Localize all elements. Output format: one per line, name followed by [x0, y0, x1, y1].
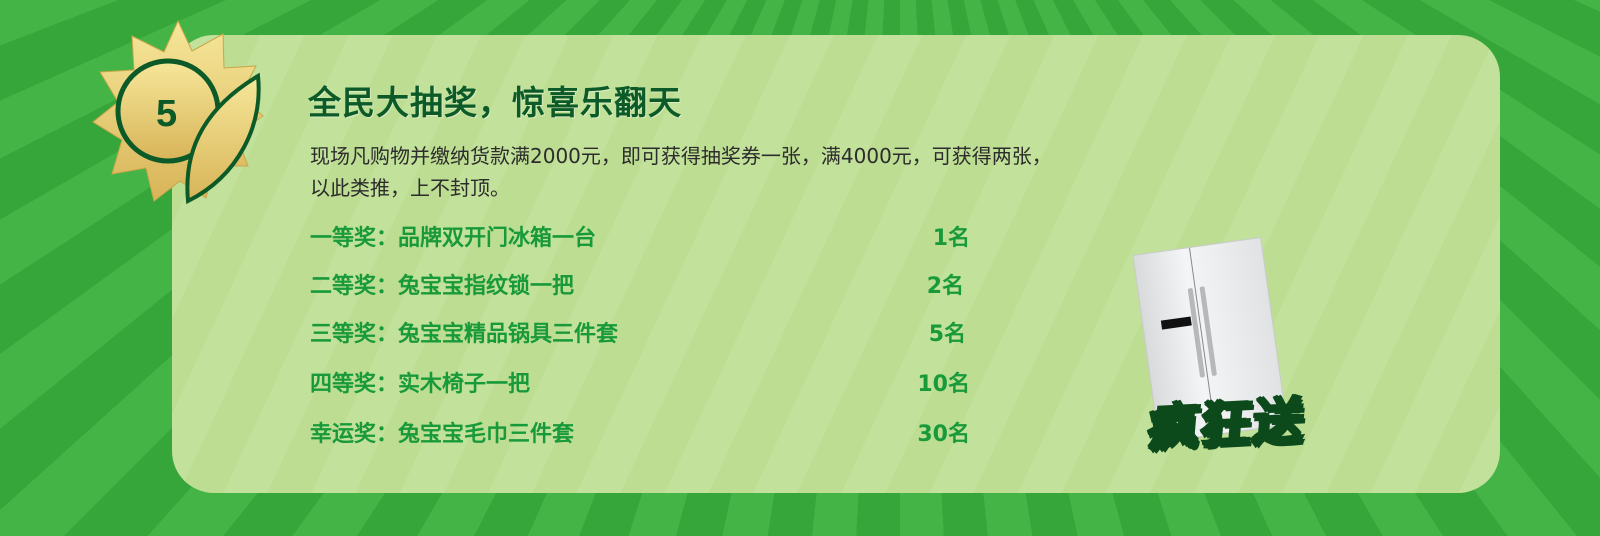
prize-count: 1名: [932, 226, 970, 251]
badge-number: 5: [156, 93, 177, 135]
prize-row: 二等奖：兔宝宝指纹锁一把 2名: [310, 268, 970, 300]
prize-row: 三等奖：兔宝宝精品锅具三件套 5名: [310, 316, 970, 348]
prize-label: 三等奖：兔宝宝精品锅具三件套: [310, 322, 619, 347]
page-title: 全民大抽奖，惊喜乐翻天: [308, 83, 682, 122]
prize-row: 一等奖：品牌双开门冰箱一台 1名: [310, 220, 970, 252]
prize-row: 四等奖：实木椅子一把 10名: [310, 366, 970, 398]
prize-count: 30名: [917, 422, 970, 447]
prize-label: 一等奖：品牌双开门冰箱一台: [310, 226, 597, 251]
prize-label: 四等奖：实木椅子一把: [310, 372, 531, 397]
promo-stamp: 疯狂送: [1145, 390, 1310, 459]
number-badge-icon: 5: [92, 19, 264, 205]
prize-row: 幸运奖：兔宝宝毛巾三件套 30名: [310, 416, 970, 448]
prize-count: 5名: [928, 322, 966, 347]
description-line: 以此类推，上不封顶。: [310, 176, 510, 200]
prize-count: 2名: [926, 274, 964, 299]
prize-count: 10名: [917, 372, 970, 397]
description-line: 现场凡购物并缴纳货款满2000元，即可获得抽奖券一张，满4000元，可获得两张，: [310, 144, 1052, 168]
prize-label: 二等奖：兔宝宝指纹锁一把: [310, 274, 575, 299]
prize-label: 幸运奖：兔宝宝毛巾三件套: [310, 422, 575, 447]
